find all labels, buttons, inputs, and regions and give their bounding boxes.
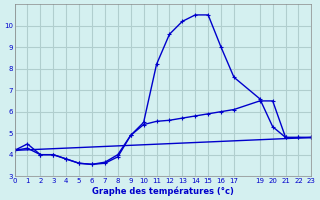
X-axis label: Graphe des températures (°c): Graphe des températures (°c) (92, 186, 234, 196)
